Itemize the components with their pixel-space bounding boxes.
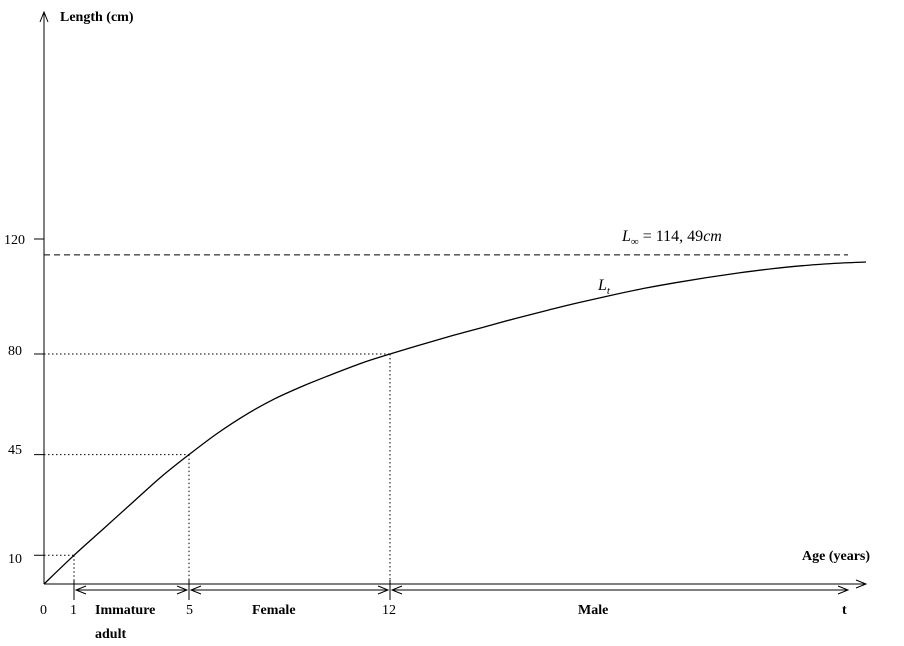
asymptote-label: L∞ = 114, 49cm [621, 228, 722, 248]
y-tick-10: 10 [8, 552, 44, 567]
y-tick-45: 45 [8, 443, 44, 458]
phase-label-adult: adult [95, 627, 126, 642]
y-tick-120: 120 [4, 233, 44, 248]
curve-label: Lt [597, 277, 611, 297]
x-tick-label-t: t [842, 603, 847, 618]
x-tick-label-12: 12 [382, 603, 396, 618]
x-tick-label-0: 0 [40, 603, 47, 618]
phase-label-immature: Immature [95, 603, 155, 618]
x-axis-label: Age (years) [802, 549, 870, 564]
y-axis-label: Length (cm) [60, 10, 134, 25]
y-tick-label: 45 [8, 443, 22, 458]
y-tick-80: 80 [8, 344, 44, 359]
y-tick-label: 10 [8, 552, 22, 567]
y-tick-label: 120 [4, 233, 25, 248]
reference-guides [44, 353, 391, 584]
phase-label-male: Male [578, 603, 608, 618]
x-tick-label-1: 1 [70, 603, 77, 618]
growth-curve-line [43, 261, 867, 585]
x-tick-label-5: 5 [186, 603, 193, 618]
y-tick-label: 80 [8, 344, 22, 359]
phase-label-female: Female [252, 603, 296, 618]
